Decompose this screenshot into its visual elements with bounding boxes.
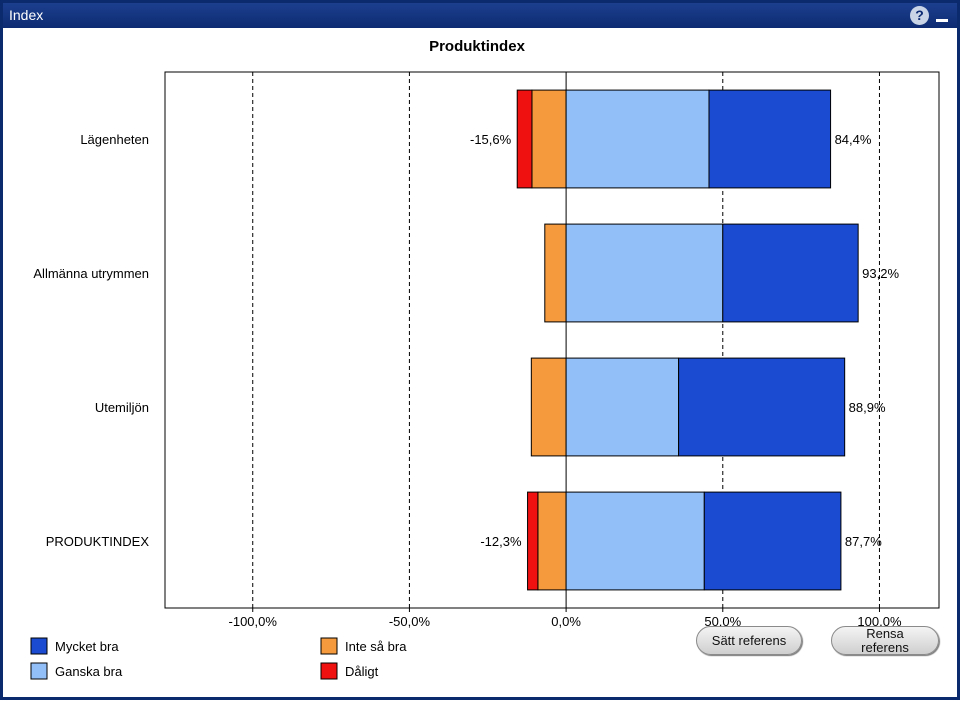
data-label: 84,4% — [835, 132, 872, 147]
bar-segment — [565, 89, 710, 189]
data-label: 88,9% — [849, 400, 886, 415]
category-label: Lägenheten — [80, 132, 149, 147]
chart-title: Produktindex — [429, 38, 526, 55]
bar-segment — [703, 491, 842, 591]
product-index-chart: Produktindex -100,0% -50,0% 0,0% 50,0% 100,0%… — [30, 38, 940, 680]
category-label: PRODUKTINDEX — [46, 534, 150, 549]
bar-segment — [565, 491, 705, 591]
category-label: Utemiljön — [95, 400, 149, 415]
bar-segment — [537, 491, 567, 591]
category-label: Allmänna utrymmen — [33, 266, 149, 281]
bar-segment — [722, 223, 859, 323]
data-label: -15,6% — [470, 132, 512, 147]
legend-label: Ganska bra — [55, 664, 123, 679]
x-tick-label: 0,0% — [551, 614, 581, 629]
data-label: 93,2% — [862, 266, 899, 281]
legend-label: Mycket bra — [55, 639, 119, 654]
legend-swatch — [30, 662, 48, 680]
bar-segment — [565, 357, 680, 457]
clear-reference-button[interactable]: Rensa referens — [831, 626, 939, 655]
window-title-bar: Index ? — [3, 3, 957, 28]
minimize-icon[interactable] — [935, 7, 949, 24]
bar-segment — [531, 89, 567, 189]
legend-label: Dåligt — [345, 664, 379, 679]
x-tick-label: 100,0% — [857, 614, 902, 629]
data-label: -12,3% — [480, 534, 522, 549]
bar-segment — [678, 357, 846, 457]
bar-segment — [530, 357, 567, 457]
bar-segment — [708, 89, 832, 189]
data-label: 87,7% — [845, 534, 882, 549]
x-tick-label: 50,0% — [704, 614, 741, 629]
window-title: Index — [9, 7, 44, 23]
bar-segment — [516, 89, 533, 189]
bar-segment — [527, 491, 539, 591]
bar-segment — [544, 223, 567, 323]
x-tick-label: -100,0% — [229, 614, 278, 629]
set-reference-button[interactable]: Sätt referens — [696, 626, 802, 655]
legend-swatch — [320, 662, 338, 680]
help-icon[interactable]: ? — [910, 6, 929, 25]
x-tick-label: -50,0% — [389, 614, 431, 629]
legend-label: Inte så bra — [345, 639, 407, 654]
legend-swatch — [30, 637, 48, 655]
bar-segment — [565, 223, 724, 323]
legend-swatch — [320, 637, 338, 655]
